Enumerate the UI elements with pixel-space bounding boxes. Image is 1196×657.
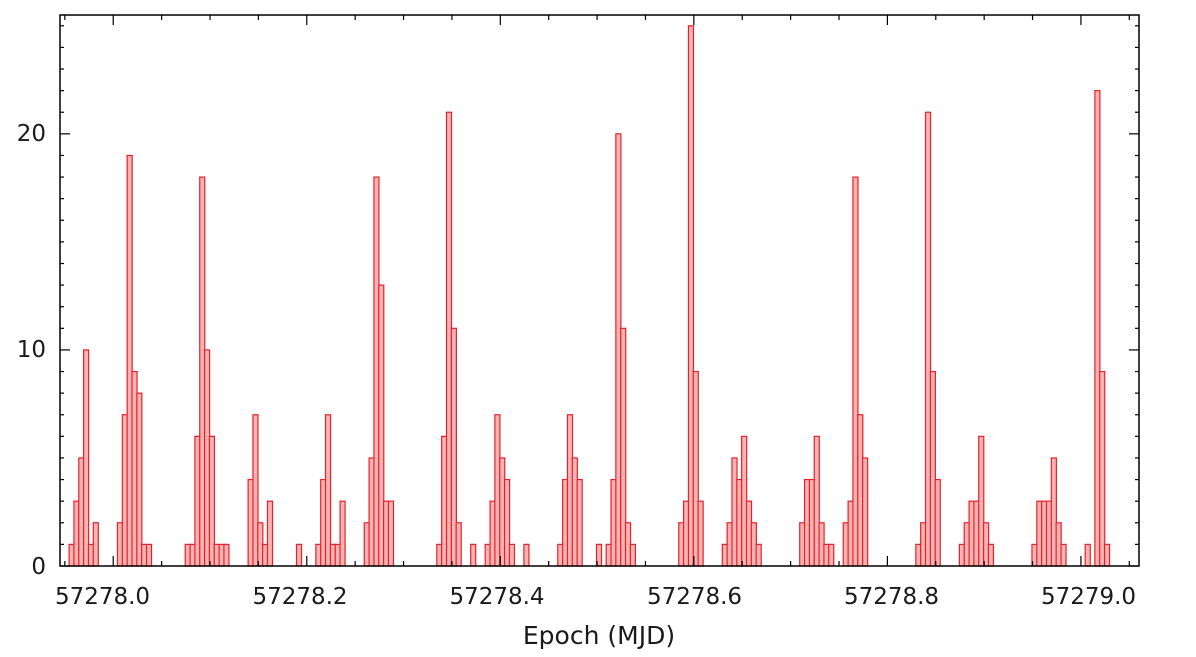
histogram-bar	[1099, 370, 1106, 567]
histogram-bar	[934, 478, 941, 567]
histogram-bar	[755, 543, 762, 567]
histogram-bar	[828, 543, 835, 567]
histogram-bar	[508, 543, 516, 567]
histogram-bar	[295, 543, 303, 567]
histogram-bar	[470, 543, 477, 567]
x-tick-label: 57278.4	[449, 584, 544, 610]
histogram-bar	[339, 500, 346, 567]
y-tick-label: 0	[31, 554, 46, 580]
histogram-bar	[145, 543, 153, 567]
histogram-bar	[387, 500, 395, 567]
y-tick-label: 20	[17, 121, 46, 147]
histogram-bar	[1060, 543, 1067, 567]
histogram-bar	[1103, 543, 1111, 567]
histogram-bar	[324, 414, 332, 567]
x-tick-label: 57278.2	[252, 584, 347, 610]
histogram-bar	[987, 543, 995, 567]
histogram-bar	[136, 392, 143, 567]
axis-ticks	[60, 15, 1139, 567]
histogram-bar	[1084, 543, 1091, 567]
x-tick-label: 57278.0	[55, 584, 150, 610]
histogram-bar	[576, 478, 583, 567]
histogram-bars	[68, 25, 1111, 567]
histogram-bar	[266, 500, 274, 567]
x-tick-label: 57278.6	[647, 584, 742, 610]
histogram-bar	[92, 522, 99, 567]
x-tick-label: 57279.0	[1041, 584, 1136, 610]
histogram-bar	[223, 543, 230, 567]
histogram-bar	[523, 543, 530, 567]
histogram-bar	[697, 500, 704, 567]
y-tick-label: 10	[17, 337, 46, 363]
x-axis-title: Epoch (MJD)	[523, 621, 675, 650]
x-tick-label: 57278.8	[844, 584, 939, 610]
histogram-bar	[83, 349, 90, 567]
histogram-bar	[629, 543, 636, 567]
histogram-bar	[455, 522, 462, 567]
plot-frame	[59, 14, 1140, 567]
histogram-bar	[862, 457, 869, 567]
